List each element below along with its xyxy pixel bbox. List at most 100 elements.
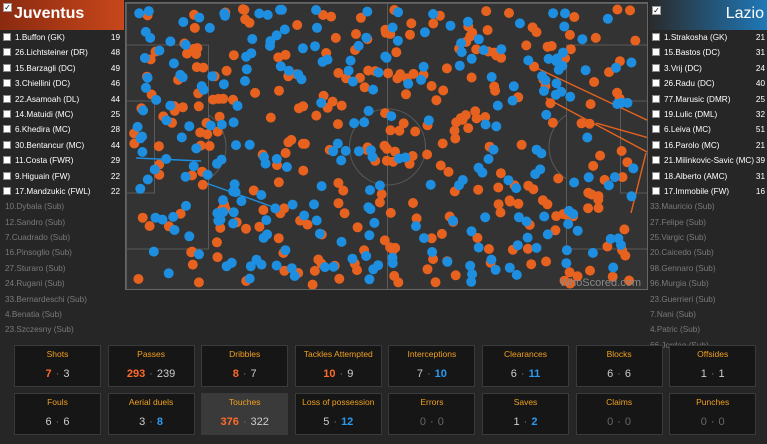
home-touch-dot[interactable] — [182, 48, 192, 59]
home-touch-dot[interactable] — [391, 47, 402, 58]
home-touch-dot[interactable] — [428, 18, 439, 29]
away-touch-dot[interactable] — [154, 45, 165, 56]
away-touch-dot[interactable] — [365, 145, 376, 156]
home-touch-dot[interactable] — [441, 63, 452, 74]
away-touch-dot[interactable] — [560, 8, 570, 19]
away-touch-dot[interactable] — [148, 246, 159, 257]
home-touch-dot[interactable] — [522, 243, 533, 254]
home-touch-dot[interactable] — [435, 160, 446, 171]
home-touch-dot[interactable] — [463, 123, 474, 134]
away-touch-dot[interactable] — [400, 152, 411, 163]
away-touch-dot[interactable] — [486, 72, 497, 82]
away-touch-dot[interactable] — [602, 13, 613, 24]
home-touch-dot[interactable] — [426, 81, 437, 91]
away-touch-dot[interactable] — [605, 233, 616, 244]
away-touch-dot[interactable] — [165, 36, 176, 47]
away-touch-dot[interactable] — [218, 195, 228, 206]
away-touch-dot[interactable] — [531, 242, 542, 253]
home-touch-dot[interactable] — [406, 18, 417, 29]
away-touch-dot[interactable] — [522, 232, 533, 243]
away-touch-dot[interactable] — [142, 174, 153, 185]
player-checkbox[interactable] — [652, 79, 660, 88]
home-touch-dot[interactable] — [547, 117, 558, 128]
away-touch-dot[interactable] — [359, 117, 370, 128]
home-touch-dot[interactable] — [493, 182, 504, 193]
stat-box[interactable]: Claims 0 · 0 — [575, 393, 663, 435]
home-touch-dot[interactable] — [333, 119, 343, 130]
substitute-row[interactable]: 4.Benatia (Sub) — [0, 307, 124, 322]
home-touch-dot[interactable] — [504, 8, 514, 18]
away-touch-dot[interactable] — [483, 154, 494, 164]
home-touch-dot[interactable] — [211, 237, 222, 248]
away-touch-dot[interactable] — [511, 183, 522, 194]
home-touch-dot[interactable] — [493, 199, 504, 210]
away-touch-dot[interactable] — [456, 47, 467, 58]
away-touch-dot[interactable] — [486, 254, 497, 265]
away-touch-dot[interactable] — [157, 214, 168, 225]
away-touch-dot[interactable] — [293, 69, 304, 80]
home-touch-dot[interactable] — [392, 73, 403, 84]
away-touch-dot[interactable] — [236, 196, 247, 207]
away-touch-dot[interactable] — [568, 209, 579, 219]
home-touch-dot[interactable] — [218, 93, 229, 104]
home-touch-dot[interactable] — [438, 85, 449, 96]
away-touch-dot[interactable] — [241, 51, 252, 62]
home-touch-dot[interactable] — [426, 233, 437, 244]
away-touch-dot[interactable] — [180, 39, 191, 50]
home-touch-dot[interactable] — [630, 35, 641, 46]
home-touch-dot[interactable] — [187, 259, 198, 270]
away-touch-dot[interactable] — [442, 256, 453, 267]
away-touch-dot[interactable] — [310, 41, 320, 52]
home-touch-dot[interactable] — [504, 195, 515, 206]
player-checkbox[interactable] — [3, 140, 11, 149]
home-touch-dot[interactable] — [495, 168, 506, 179]
substitute-row[interactable]: 33.Mauricio (Sub) — [649, 199, 767, 214]
away-touch-dot[interactable] — [466, 226, 477, 237]
substitute-row[interactable]: 7.Cuadrado (Sub) — [0, 230, 124, 245]
away-touch-dot[interactable] — [336, 155, 347, 166]
home-touch-dot[interactable] — [214, 111, 225, 122]
home-touch-dot[interactable] — [564, 29, 575, 40]
stat-box[interactable]: Offsides 1 · 1 — [669, 345, 757, 387]
home-touch-dot[interactable] — [380, 27, 391, 38]
home-touch-dot[interactable] — [374, 197, 385, 208]
away-touch-dot[interactable] — [467, 269, 478, 280]
away-touch-dot[interactable] — [626, 191, 637, 202]
stat-box[interactable]: Dribbles 8 · 7 — [201, 345, 289, 387]
away-touch-dot[interactable] — [191, 143, 202, 154]
away-touch-dot[interactable] — [262, 229, 273, 240]
away-touch-dot[interactable] — [463, 16, 473, 27]
player-row[interactable]: 77.Marusic (DMR) 25 — [649, 92, 767, 107]
away-touch-dot[interactable] — [537, 71, 548, 82]
away-touch-dot[interactable] — [188, 161, 199, 172]
away-touch-dot[interactable] — [538, 86, 549, 96]
player-checkbox[interactable] — [652, 33, 660, 41]
home-touch-dot[interactable] — [545, 98, 556, 109]
home-touch-dot[interactable] — [471, 44, 482, 55]
substitute-row[interactable]: 23.Szczesny (Sub) — [0, 322, 124, 337]
away-touch-dot[interactable] — [204, 22, 215, 33]
player-checkbox[interactable] — [3, 63, 11, 72]
home-touch-dot[interactable] — [283, 137, 294, 148]
home-touch-dot[interactable] — [411, 213, 422, 224]
home-touch-dot[interactable] — [443, 166, 454, 177]
home-touch-dot[interactable] — [248, 185, 259, 196]
away-touch-dot[interactable] — [181, 200, 191, 211]
away-touch-dot[interactable] — [135, 183, 146, 194]
away-touch-dot[interactable] — [142, 72, 153, 83]
away-touch-dot[interactable] — [275, 61, 286, 72]
home-touch-dot[interactable] — [612, 87, 623, 98]
away-touch-dot[interactable] — [151, 94, 162, 105]
away-touch-dot[interactable] — [427, 247, 438, 257]
away-touch-dot[interactable] — [230, 187, 241, 198]
away-touch-dot[interactable] — [143, 6, 154, 17]
home-touch-dot[interactable] — [339, 208, 350, 219]
away-touch-dot[interactable] — [262, 9, 273, 20]
home-touch-dot[interactable] — [553, 173, 564, 184]
away-touch-dot[interactable] — [362, 6, 373, 17]
away-touch-dot[interactable] — [163, 268, 174, 279]
player-row[interactable]: 26.Radu (DC) 40 — [649, 76, 767, 91]
home-touch-dot[interactable] — [239, 4, 250, 15]
home-touch-dot[interactable] — [523, 180, 534, 191]
away-touch-dot[interactable] — [536, 148, 547, 159]
